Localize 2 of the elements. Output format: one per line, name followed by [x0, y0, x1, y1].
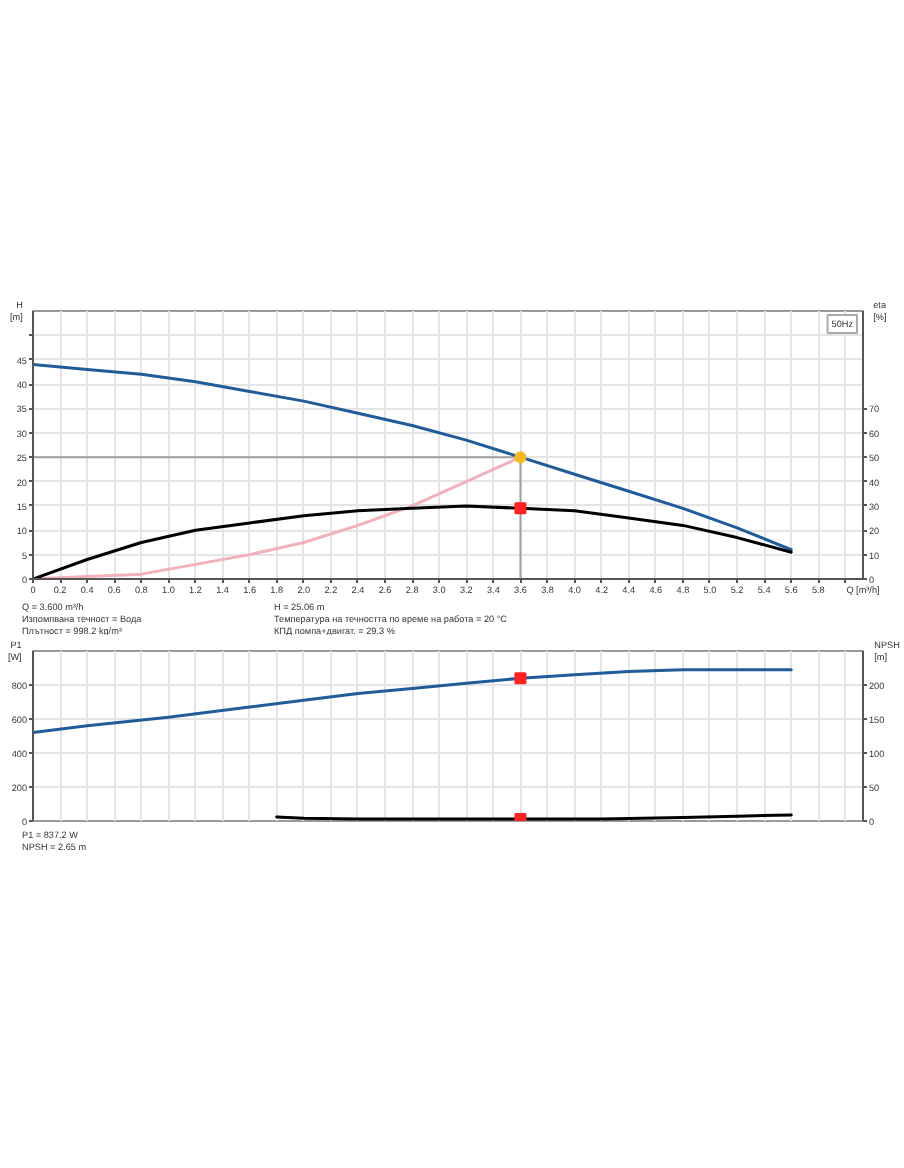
line-series	[33, 504, 793, 579]
line-series	[33, 668, 793, 735]
